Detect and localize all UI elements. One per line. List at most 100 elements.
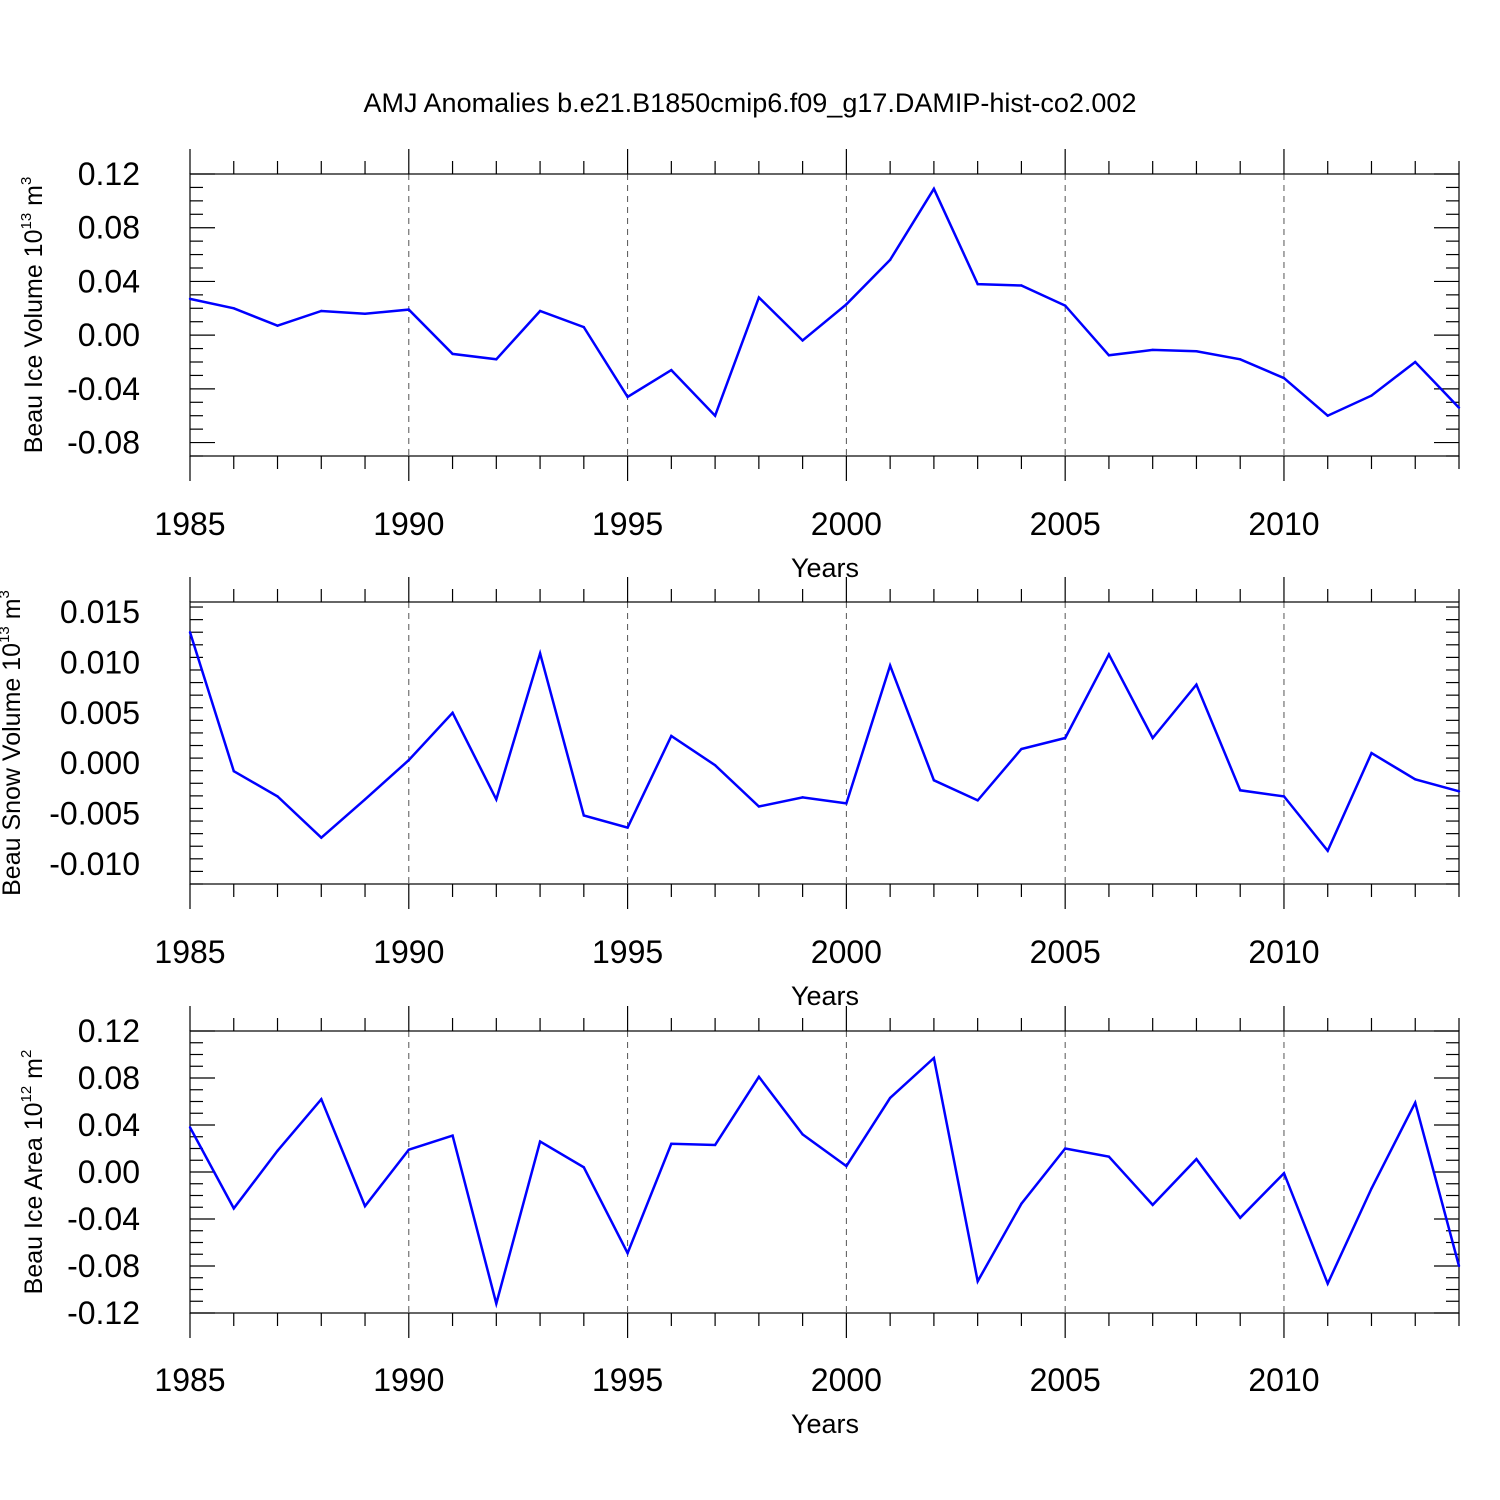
data-point [626, 826, 629, 829]
data-point [1195, 683, 1198, 686]
data-point [363, 798, 367, 801]
data-point [407, 308, 410, 311]
data-point [320, 1097, 323, 1101]
data-point [1414, 1101, 1417, 1104]
x-tick-label: 2005 [1030, 1362, 1101, 1398]
data-point [407, 758, 410, 762]
data-point [1370, 394, 1373, 397]
data-point [276, 1149, 279, 1153]
y-axis-label: Beau Ice Volume 1013 m3 [18, 177, 48, 454]
y-axis-label: Beau Snow Volume 1013 m3 [0, 590, 26, 896]
data-point [1195, 350, 1198, 353]
x-axis-label: Years [791, 981, 859, 1011]
x-axis-label: Years [791, 1409, 859, 1439]
data-point [1107, 653, 1111, 656]
x-tick-label: 1990 [373, 1362, 444, 1398]
data-point [538, 652, 542, 655]
data-point [582, 1166, 586, 1169]
data-point [1151, 1203, 1154, 1207]
data-point [1282, 376, 1286, 380]
data-point [801, 339, 804, 342]
data-point [495, 358, 498, 361]
y-tick-label: 0.00 [78, 1154, 140, 1190]
x-tick-label: 1985 [154, 506, 225, 542]
x-tick-label: 2000 [811, 506, 882, 542]
data-point [976, 282, 979, 286]
data-point [1282, 795, 1286, 798]
y-axis-label: Beau Ice Area 1012 m2 [18, 1050, 48, 1295]
plot-frame [189, 173, 1460, 457]
x-tick-label: 2010 [1248, 506, 1319, 542]
series-line [188, 1055, 1461, 1309]
data-point [188, 1126, 192, 1129]
data-point [451, 1134, 454, 1137]
data-point [188, 297, 192, 301]
data-point [1151, 348, 1154, 352]
data-point [1457, 1264, 1461, 1268]
data-point [276, 324, 279, 327]
x-tick-label: 1990 [373, 506, 444, 542]
data-point [451, 352, 454, 356]
y-tick-label: 0.00 [78, 317, 140, 353]
y-tick-label: 0.08 [78, 210, 140, 246]
x-tick-label: 2005 [1030, 506, 1101, 542]
y-tick-label: 0.04 [78, 263, 140, 299]
series-line [188, 631, 1460, 854]
data-point [801, 1133, 804, 1136]
x-tick-label: 1985 [154, 934, 225, 970]
data-point [757, 1075, 761, 1079]
data-point [1282, 1171, 1286, 1175]
data-point [1239, 1216, 1242, 1220]
data-point [713, 414, 717, 417]
y-tick-label: -0.04 [67, 371, 140, 407]
y-tick-label: 0.12 [78, 1013, 140, 1049]
data-point [932, 779, 936, 782]
x-tick-label: 2010 [1248, 1362, 1319, 1398]
x-tick-label: 1985 [154, 1362, 225, 1398]
data-point [713, 1143, 717, 1147]
data-point [1239, 789, 1242, 792]
y-tick-label: 0.000 [60, 745, 140, 781]
data-point [845, 303, 848, 306]
x-tick-label: 2005 [1030, 934, 1101, 970]
plot-frame [189, 601, 1460, 885]
data-point [1195, 1157, 1198, 1161]
data-point [1239, 358, 1242, 361]
x-tick-label: 2000 [811, 934, 882, 970]
y-tick-label: 0.005 [60, 695, 140, 731]
x-tick-label: 1995 [592, 934, 663, 970]
y-tick-label: -0.005 [49, 796, 140, 832]
data-point [363, 312, 367, 315]
data-point [670, 734, 673, 738]
data-point [1326, 849, 1329, 852]
x-tick-label: 1995 [592, 1362, 663, 1398]
chart-panel-3: 0.12 0.08 0.04 0.00 -0.04 -0.08 -0.12 1985 1990 1… [18, 1006, 1461, 1439]
data-point [626, 395, 629, 399]
plot-frame [189, 1030, 1460, 1314]
data-point [888, 258, 892, 262]
data-point [626, 1251, 629, 1255]
data-point [495, 798, 498, 801]
data-point [1370, 1187, 1373, 1190]
data-point [888, 664, 892, 667]
data-point [670, 368, 673, 372]
data-point [538, 309, 542, 313]
y-tick-label: 0.015 [60, 594, 140, 630]
data-point [1107, 354, 1111, 357]
data-point [1063, 1147, 1067, 1150]
data-point [976, 799, 979, 802]
data-point [1020, 747, 1023, 751]
data-point [757, 805, 761, 808]
data-point [845, 802, 848, 805]
y-tick-label: 0.12 [78, 156, 140, 192]
chart-panel-1: 0.12 0.08 0.04 0.00 -0.04 -0.08 1985 1990 1995 20… [18, 149, 1461, 583]
data-point [320, 309, 323, 313]
data-point [232, 307, 235, 310]
data-point [1063, 736, 1067, 740]
y-tick-label: -0.12 [67, 1295, 140, 1331]
data-point [888, 1096, 892, 1100]
data-point [801, 796, 804, 799]
panels: 0.12 0.08 0.04 0.00 -0.04 -0.08 1985 1990 1995 20… [0, 149, 1461, 1439]
y-tick-label: -0.08 [67, 425, 140, 461]
